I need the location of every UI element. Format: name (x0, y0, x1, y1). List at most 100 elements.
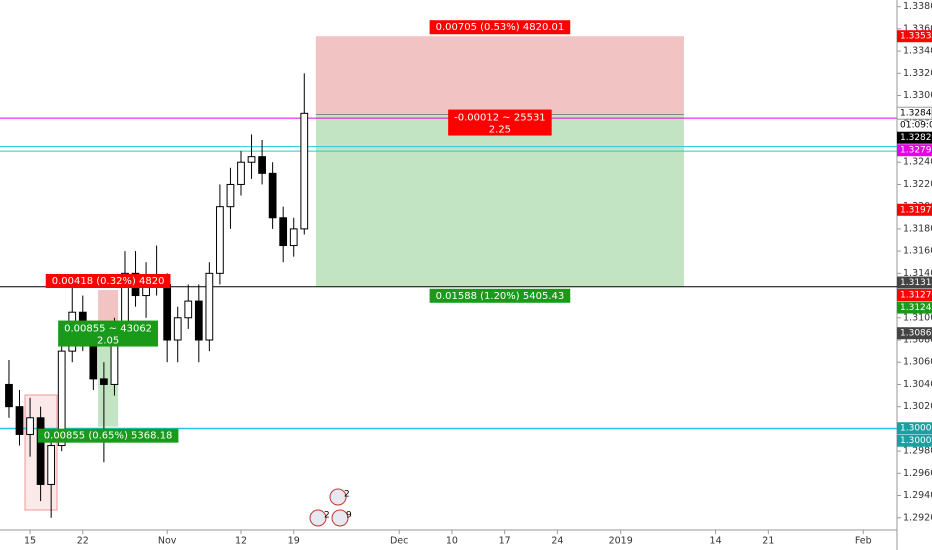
candle-body (289, 228, 298, 247)
price-label-bg (896, 106, 932, 120)
y-tick-label: 1.33200 (903, 68, 932, 79)
stop-zone (315, 36, 684, 115)
x-tick-label: 14 (710, 536, 722, 547)
y-tick-label: 1.31800 (903, 223, 932, 234)
event-icon (331, 509, 349, 527)
event-count: 2 (324, 511, 330, 521)
candle-body (247, 156, 256, 163)
price-label-bg (897, 289, 932, 302)
y-tick-label: 1.30800 (903, 335, 932, 346)
position-label-bg (429, 288, 571, 303)
x-tick-label: Dec (390, 536, 408, 547)
y-tick-label: 1.29600 (903, 468, 932, 479)
candle-body (100, 378, 108, 385)
position-label: 0.00705 (0.53%) 4820.01 (436, 22, 565, 33)
candle-body (26, 417, 34, 435)
y-tick-label: 1.33600 (903, 23, 932, 34)
event-count: 9 (346, 511, 352, 521)
y-tick-label: 1.31600 (903, 246, 932, 257)
y-tick-label: 1.30200 (903, 401, 932, 412)
candle-body (36, 417, 45, 485)
position-center-bg (58, 320, 159, 347)
candle-body (268, 172, 277, 219)
price-label: 1.32829 (900, 133, 932, 143)
y-tick-label: 1.31000 (903, 312, 932, 323)
candle-body (194, 300, 203, 341)
price-label-bg (897, 30, 932, 43)
price-label-bg (897, 276, 932, 289)
x-tick-label: 17 (499, 536, 511, 547)
candle-body (57, 350, 66, 447)
candle-body (163, 283, 172, 341)
candle-body (184, 300, 193, 319)
price-label-bg (897, 131, 932, 144)
candle-body (258, 156, 266, 174)
price-label: 1.32797 (900, 146, 932, 156)
event-icon (329, 488, 347, 506)
y-tick-label: 1.29400 (903, 490, 932, 501)
position-label-bg (429, 20, 571, 35)
price-label-bg (897, 203, 932, 216)
countdown: 01:09:04 (900, 121, 932, 131)
candle-body (300, 112, 309, 230)
price-label: 1.31279 (900, 291, 932, 301)
candle-body (5, 383, 13, 408)
stop-zone (98, 290, 119, 326)
y-tick-label: 1.33400 (903, 46, 932, 57)
x-tick-label: 22 (77, 536, 89, 547)
price-label-bg (897, 422, 932, 435)
x-tick-label: 21 (762, 536, 774, 547)
candle-body (216, 206, 224, 274)
x-tick-label: 2019 (609, 536, 633, 547)
candle-body (173, 317, 182, 341)
price-label: 1.31317 (900, 278, 932, 288)
position-center-label: -0.00012 ~ 25531 (454, 113, 546, 124)
event-icon (309, 509, 327, 527)
position-center-label: 2.05 (97, 336, 119, 347)
y-tick-label: 1.29200 (903, 512, 932, 523)
price-label: 1.30006 (900, 424, 932, 434)
price-label-bg (897, 327, 932, 340)
candle-body (279, 217, 288, 247)
y-tick-label: 1.32400 (903, 157, 932, 168)
position-center-label: 0.00855 ~ 43062 (64, 324, 152, 335)
candle-body (15, 406, 24, 435)
x-tick-label: 19 (288, 536, 300, 547)
y-tick-label: 1.31400 (903, 268, 932, 279)
price-label-bg (897, 434, 932, 447)
y-tick-label: 1.29800 (903, 446, 932, 457)
candle-body (237, 161, 245, 185)
position-label-bg (45, 274, 171, 288)
position-center-label: 2.25 (489, 125, 511, 136)
candle-body (47, 445, 56, 485)
price-label: 1.33534 (900, 32, 932, 42)
y-tick-label: 1.30400 (903, 379, 932, 390)
x-tick-label: Nov (158, 536, 177, 547)
position-label-bg (37, 428, 179, 443)
position-label: 0.00418 (0.32%) 4820 (52, 276, 165, 287)
candle-body (205, 272, 214, 341)
position-label: 0.00855 (0.65%) 5368.18 (44, 431, 173, 442)
x-tick-label: Feb (855, 536, 872, 547)
price-label-bg (897, 301, 932, 314)
x-tick-label: 10 (446, 536, 458, 547)
price-label: 1.32841 (900, 109, 932, 119)
y-tick-label: 1.33800 (903, 1, 932, 12)
x-tick-label: 15 (24, 536, 36, 547)
y-tick-label: 1.33000 (903, 90, 932, 101)
x-tick-label: 24 (551, 536, 563, 547)
position-label: 0.01588 (1.20%) 5405.43 (436, 291, 565, 302)
position-center-bg (448, 109, 552, 136)
event-count: 2 (344, 490, 350, 500)
candle-body (226, 183, 235, 208)
price-label: 1.31972 (900, 205, 932, 215)
y-tick-label: 1.32200 (903, 179, 932, 190)
y-tick-label: 1.30600 (903, 357, 932, 368)
target-zone (315, 114, 684, 287)
price-label-bg (897, 144, 932, 157)
x-tick-label: 12 (235, 536, 247, 547)
